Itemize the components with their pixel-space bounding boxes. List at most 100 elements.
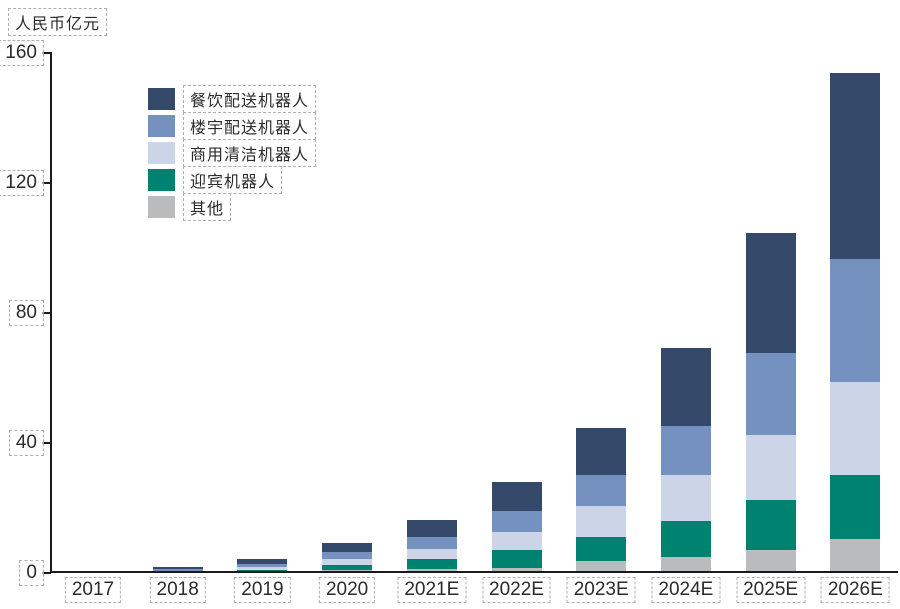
bar-segment [322, 551, 373, 559]
legend-label: 餐饮配送机器人 [183, 85, 317, 113]
bar-2021E [406, 520, 457, 572]
y-axis-unit-label-text: 人民币亿元 [8, 8, 108, 36]
x-axis-label-2022E: 2022E [482, 577, 551, 603]
y-axis-tick-label: 0 [19, 560, 44, 586]
bar-segment [576, 560, 627, 572]
bar-segment [152, 570, 203, 572]
bar-segment [406, 536, 457, 549]
bar-segment [830, 539, 881, 572]
bar-segment [745, 500, 796, 550]
bar-segment [576, 536, 627, 561]
x-axis-label-text: 2026E [820, 577, 890, 603]
y-axis-line [50, 52, 52, 573]
y-tick-mark [42, 181, 51, 184]
x-axis-label-text: 2022E [482, 577, 551, 603]
legend-swatch-icon [148, 115, 175, 137]
legend-item: 楼宇配送机器人 [148, 112, 317, 140]
bar-segment [491, 510, 542, 532]
bar-segment [237, 569, 288, 572]
bar-2026E [830, 73, 881, 572]
bar-2023E [576, 428, 627, 572]
y-axis-tick-label-text: 120 [0, 169, 44, 196]
x-axis-label-text: 2018 [149, 577, 206, 603]
x-axis-label-2024E: 2024E [651, 577, 721, 603]
legend-label: 迎宾机器人 [183, 166, 283, 194]
x-axis-label-2023E: 2023E [566, 577, 636, 603]
bar-segment [152, 567, 203, 570]
legend-item: 迎宾机器人 [148, 166, 316, 194]
bar-segment [660, 425, 711, 475]
y-tick-mark [42, 311, 51, 314]
bar-segment [745, 435, 796, 501]
bar-2024E [660, 348, 711, 572]
bar-segment [322, 558, 373, 565]
x-axis-label-text: 2020 [318, 577, 376, 603]
bar-2020 [322, 543, 373, 572]
bar-segment [745, 353, 796, 436]
bar-segment [322, 564, 373, 571]
y-axis-tick-label-text: 40 [8, 429, 44, 456]
y-axis-tick-label: 160 [0, 39, 44, 66]
legend: 餐饮配送机器人 楼宇配送机器人 商用清洁机器人 迎宾机器人 其他 [148, 85, 317, 223]
x-axis-label-2021E: 2021E [397, 577, 467, 603]
x-axis-label-2026E: 2026E [820, 577, 890, 603]
legend-item: 商用清洁机器人 [148, 139, 317, 167]
bar-segment [322, 570, 373, 572]
bar-segment [237, 558, 288, 564]
y-axis-tick-label-text: 0 [19, 560, 44, 586]
legend-swatch-icon [148, 88, 175, 110]
bar-segment [830, 382, 881, 476]
legend-swatch-icon [148, 196, 175, 218]
bar-segment [576, 505, 627, 537]
x-axis-label-2018: 2018 [149, 577, 206, 603]
legend-swatch-icon [148, 142, 175, 164]
bar-segment [237, 563, 288, 568]
y-axis-tick-label-text: 160 [0, 39, 44, 66]
x-axis-line [50, 571, 898, 573]
bar-segment [745, 549, 796, 572]
bar-segment [830, 475, 881, 540]
x-axis-label-2017: 2017 [64, 577, 122, 603]
x-axis-label-text: 2025E [736, 577, 806, 603]
legend-label: 商用清洁机器人 [183, 139, 317, 167]
x-axis-label-2019: 2019 [234, 577, 291, 603]
bar-2025E [745, 232, 796, 572]
bar-segment [322, 543, 373, 552]
y-tick-mark [42, 441, 51, 444]
y-axis-tick-label: 80 [8, 299, 44, 326]
bar-segment [406, 548, 457, 559]
bar-2022E [491, 481, 542, 572]
y-tick-mark [42, 51, 51, 54]
x-axis-label-text: 2019 [234, 577, 291, 603]
bar-segment [491, 550, 542, 569]
legend-label: 楼宇配送机器人 [183, 112, 317, 140]
bar-2019 [237, 558, 288, 572]
bar-segment [745, 232, 796, 354]
y-axis-tick-label: 120 [0, 169, 44, 196]
x-axis-label-text: 2023E [566, 577, 636, 603]
bar-segment [660, 348, 711, 426]
bar-segment [576, 428, 627, 476]
x-axis-label-text: 2024E [651, 577, 721, 603]
legend-swatch-icon [148, 169, 175, 191]
y-axis-unit-label: 人民币亿元 [8, 8, 108, 36]
bar-segment [406, 520, 457, 537]
bar-segment [152, 569, 203, 571]
bar-segment [830, 73, 881, 259]
x-axis-label-2020: 2020 [318, 577, 376, 603]
legend-item: 餐饮配送机器人 [148, 85, 317, 113]
bar-segment [660, 520, 711, 557]
bar-segment [830, 258, 881, 383]
bar-segment [406, 568, 457, 572]
bar-segment [576, 475, 627, 506]
x-axis-label-text: 2017 [64, 577, 122, 603]
y-axis-tick-label: 40 [8, 429, 44, 456]
bar-segment [660, 556, 711, 572]
bar-segment [491, 568, 542, 572]
bar-segment [237, 567, 288, 570]
bar-segment [406, 558, 457, 569]
legend-item: 其他 [148, 193, 316, 221]
x-axis-label-2025E: 2025E [736, 577, 806, 603]
bar-segment [660, 474, 711, 521]
